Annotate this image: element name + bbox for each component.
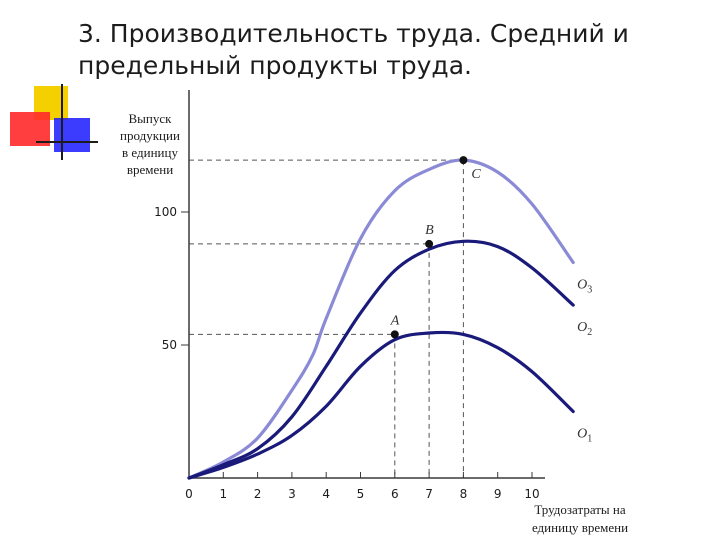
series-label-o3: O3: [577, 278, 592, 296]
x-tick-label: 2: [254, 487, 262, 501]
point-label-c: C: [471, 167, 481, 182]
slide-title-line-1: 3. Производительность труда. Средний и: [78, 19, 629, 48]
x-tick-label: 10: [524, 487, 539, 501]
chart-axes: [188, 90, 545, 479]
series-label-main: O: [577, 278, 587, 293]
x-tick-label: 4: [322, 487, 330, 501]
y-axis-label-line: продукции: [120, 128, 180, 143]
decorative-logo: [10, 84, 98, 160]
x-axis-label-line: Трудозатраты на: [534, 502, 626, 517]
y-tick-label: 100: [154, 205, 177, 219]
series-label-subscript: 3: [587, 285, 592, 296]
x-tick-label: 6: [391, 487, 399, 501]
series-label-subscript: 1: [587, 434, 592, 445]
series-label-subscript: 2: [587, 327, 592, 338]
series-label-o2: O2: [577, 320, 592, 338]
x-tick-label: 3: [288, 487, 296, 501]
points-layer: A B C: [390, 156, 481, 339]
x-axis-label-line: единицу времени: [532, 520, 628, 535]
x-tick-label: 9: [494, 487, 502, 501]
y-axis-label-line: времени: [127, 162, 173, 177]
deco-red-square: [10, 112, 50, 146]
axis-ticks: 0 1 2 3 4 5 6 7 8 9 10 50 100: [154, 205, 540, 501]
series-line-o1: [187, 330, 575, 480]
x-tick-label: 7: [425, 487, 433, 501]
deco-blue-square: [54, 118, 90, 152]
slide-title: 3. Производительность труда. Средний и п…: [78, 18, 698, 82]
x-axis-label: Трудозатраты на единицу времени: [532, 502, 628, 535]
y-axis-label-line: Выпуск: [129, 111, 173, 126]
point-marker-b: [425, 239, 434, 248]
series-label-main: O: [577, 427, 587, 442]
x-tick-label: 5: [357, 487, 365, 501]
point-label-a: A: [390, 313, 400, 328]
y-axis-label-line: в единицу: [122, 145, 178, 160]
x-tick-label: 1: [219, 487, 227, 501]
point-label-b: B: [425, 223, 434, 238]
series-line-o2: [187, 239, 575, 480]
x-tick-label: 0: [185, 487, 193, 501]
y-tick-label: 50: [162, 338, 177, 352]
x-tick-label: 8: [460, 487, 468, 501]
y-axis-label: Выпуск продукции в единицу времени: [120, 111, 180, 177]
series-label-o1: O1: [577, 427, 592, 445]
point-marker-c: [459, 156, 468, 165]
point-marker-a: [390, 330, 399, 339]
series-line-o3: [187, 158, 575, 480]
series-label-main: O: [577, 320, 587, 335]
guide-lines: [189, 159, 464, 478]
slide-title-line-2: предельный продукты труда.: [78, 51, 472, 80]
